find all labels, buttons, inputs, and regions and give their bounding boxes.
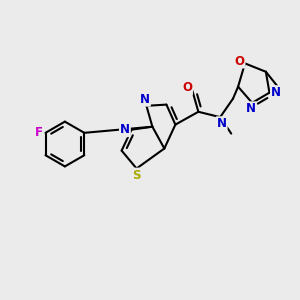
Text: N: N [271, 86, 281, 99]
Text: N: N [217, 117, 227, 130]
Text: O: O [182, 81, 192, 94]
Text: O: O [235, 55, 244, 68]
Text: F: F [35, 126, 43, 139]
Text: N: N [120, 123, 130, 136]
Text: N: N [246, 102, 256, 115]
Text: S: S [132, 169, 141, 182]
Text: N: N [140, 93, 150, 106]
